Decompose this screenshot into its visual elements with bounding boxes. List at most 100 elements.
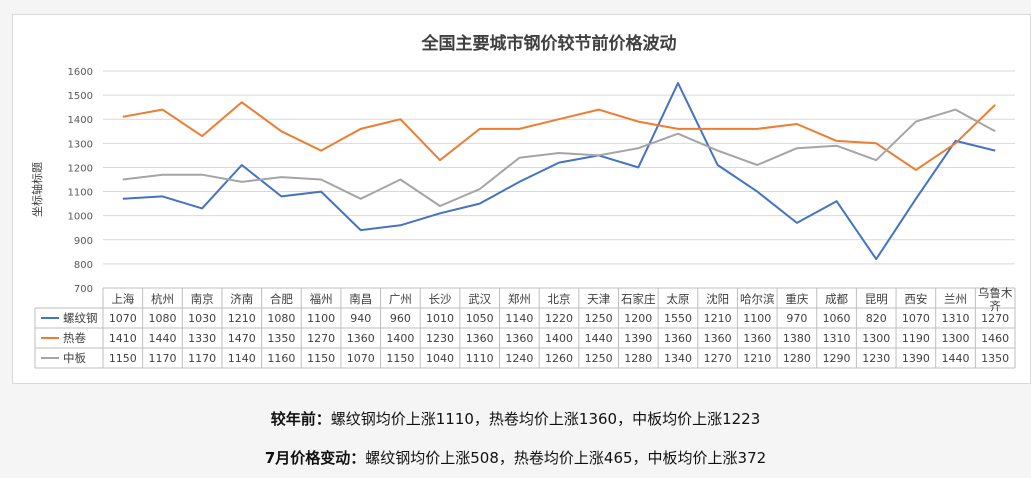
- series-line-3: [122, 108, 996, 207]
- category-label: 南京: [191, 292, 214, 306]
- table-value: 1200: [624, 312, 652, 325]
- summary-line-2: 7月价格变动：螺纹钢均价上涨508，热卷均价上涨465，中板均价上涨372: [0, 447, 1031, 468]
- table-value: 1080: [267, 312, 295, 325]
- y-tick-label: 1300: [68, 139, 93, 150]
- table-value: 1440: [942, 352, 970, 365]
- summary-line-1: 较年前：螺纹钢均价上涨1110，热卷均价上涨1360，中板均价上涨1223: [0, 408, 1031, 429]
- legend-label: 热卷: [63, 331, 86, 345]
- table-value: 1360: [505, 332, 533, 345]
- table-value: 1070: [902, 312, 930, 325]
- table-value: 1050: [466, 312, 494, 325]
- table-value: 1310: [823, 332, 851, 345]
- category-label: 杭州: [151, 292, 174, 306]
- table-value: 1240: [505, 352, 533, 365]
- category-label: 上海: [111, 292, 134, 306]
- table-value: 1380: [783, 332, 811, 345]
- table-value: 1150: [109, 352, 137, 365]
- table-value: 1070: [347, 352, 375, 365]
- category-label: 沈阳: [706, 292, 729, 306]
- table-value: 1230: [426, 332, 454, 345]
- table-value: 1290: [823, 352, 851, 365]
- table-value: 1210: [704, 312, 732, 325]
- category-label: 天津: [587, 292, 610, 306]
- table-value: 1440: [585, 332, 613, 345]
- table-value: 1150: [307, 352, 335, 365]
- table-value: 1210: [743, 352, 771, 365]
- summary-line-2-label: 7月价格变动：: [264, 449, 366, 467]
- table-value: 1160: [267, 352, 295, 365]
- summary-line-2-text: 螺纹钢均价上涨508，热卷均价上涨465，中板均价上涨372: [365, 449, 767, 467]
- table-value: 1100: [307, 312, 335, 325]
- y-axis-title: 坐标轴标题: [30, 162, 44, 217]
- table-value: 1470: [228, 332, 256, 345]
- table-value: 1110: [466, 352, 494, 365]
- table-value: 1100: [743, 312, 771, 325]
- table-value: 940: [350, 312, 371, 325]
- table-value: 1170: [148, 352, 176, 365]
- y-tick-label: 1500: [68, 91, 93, 102]
- table-value: 1390: [902, 352, 930, 365]
- category-label: 北京: [548, 292, 571, 306]
- category-label: 郑州: [508, 292, 531, 306]
- table-value: 1550: [664, 312, 692, 325]
- table-value: 1300: [862, 332, 890, 345]
- table-value: 1300: [942, 332, 970, 345]
- category-label: 福州: [310, 292, 333, 306]
- table-value: 1400: [545, 332, 573, 345]
- table-value: 1280: [624, 352, 652, 365]
- table-value: 1350: [267, 332, 295, 345]
- y-tick-label: 1100: [68, 188, 93, 199]
- category-label: 西安: [904, 292, 927, 306]
- table-value: 1400: [386, 332, 414, 345]
- y-tick-label: 1000: [68, 212, 93, 223]
- category-label: 兰州: [944, 292, 967, 306]
- chart-card: 全国主要城市钢价较节前价格波动 坐标轴标题 700 800 900 1000 1100 120…: [12, 14, 1031, 384]
- category-label: 南昌: [349, 292, 372, 306]
- table-value: 1030: [188, 312, 216, 325]
- category-label: 石家庄: [621, 292, 656, 306]
- category-label: 哈尔滨: [740, 292, 775, 306]
- table-value: 1150: [386, 352, 414, 365]
- table-value: 1330: [188, 332, 216, 345]
- chart-title: 全国主要城市钢价较节前价格波动: [421, 33, 677, 54]
- table-value: 1360: [347, 332, 375, 345]
- category-label-line1: 乌鲁木: [978, 286, 1013, 300]
- y-tick-label: 1600: [68, 67, 93, 78]
- table-value: 1010: [426, 312, 454, 325]
- table-value: 1340: [664, 352, 692, 365]
- y-tick-label: 900: [74, 236, 93, 247]
- legend-label: 中板: [63, 351, 86, 365]
- table-value: 1350: [981, 352, 1009, 365]
- category-label: 济南: [230, 292, 253, 306]
- table-value: 1250: [585, 352, 613, 365]
- table-value: 1360: [466, 332, 494, 345]
- table-value: 1140: [228, 352, 256, 365]
- table-value: 1270: [981, 312, 1009, 325]
- category-label: 长沙: [429, 292, 452, 306]
- table-value: 1270: [307, 332, 335, 345]
- table-value: 960: [390, 312, 411, 325]
- table-value: 1280: [783, 352, 811, 365]
- y-tick-label: 800: [74, 260, 93, 271]
- table-value: 1140: [505, 312, 533, 325]
- category-label: 成都: [825, 292, 848, 306]
- table-value: 1060: [823, 312, 851, 325]
- table-value: 1210: [228, 312, 256, 325]
- category-label: 广州: [389, 292, 412, 306]
- category-label: 合肥: [270, 292, 293, 306]
- table-value: 1410: [109, 332, 137, 345]
- table-value: 1390: [624, 332, 652, 345]
- table-value: 1190: [902, 332, 930, 345]
- table-value: 970: [786, 312, 807, 325]
- category-label: 太原: [666, 292, 689, 306]
- series-line-1: [122, 82, 996, 261]
- table-value: 1360: [743, 332, 771, 345]
- table-value: 1260: [545, 352, 573, 365]
- y-tick-label: 1400: [68, 115, 93, 126]
- table-value: 1170: [188, 352, 216, 365]
- table-value: 1360: [664, 332, 692, 345]
- category-label-line2: 齐: [989, 299, 1001, 313]
- category-label: 昆明: [865, 292, 888, 306]
- category-label: 重庆: [785, 292, 808, 306]
- table-value: 1360: [704, 332, 732, 345]
